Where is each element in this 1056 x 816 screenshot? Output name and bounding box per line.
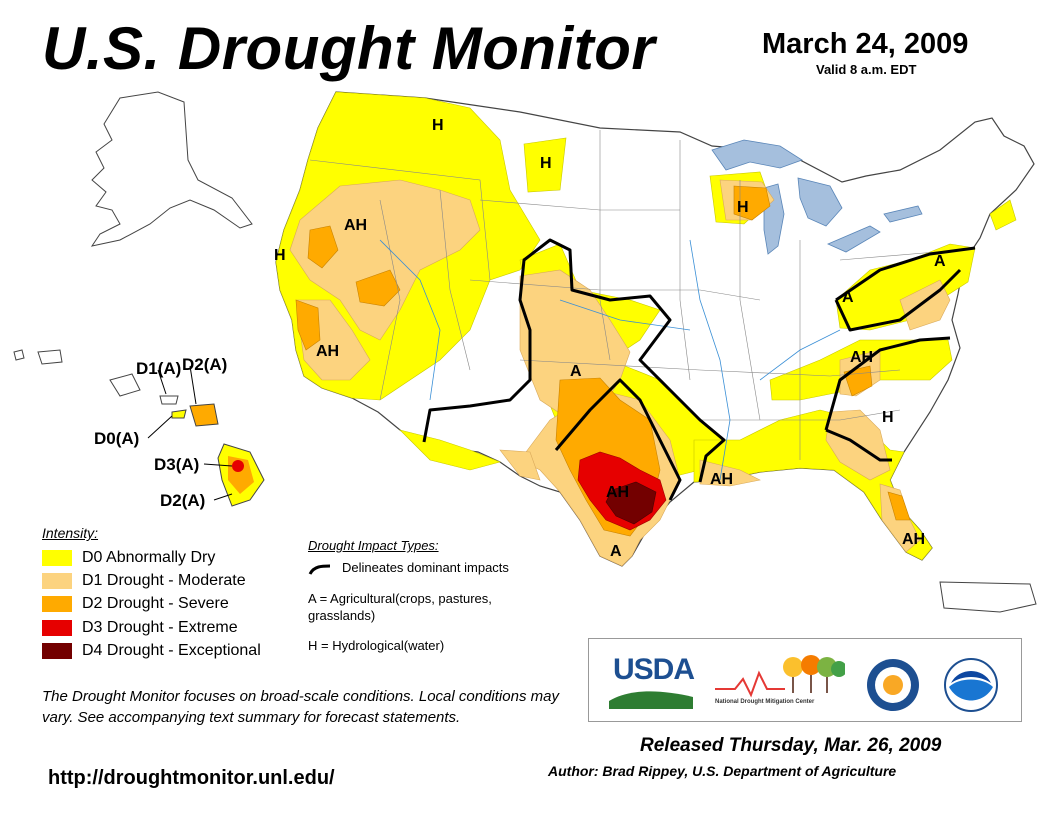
map-label-ah-3: AH xyxy=(850,349,873,366)
lake-superior xyxy=(711,139,803,171)
ndmc-logo-icon xyxy=(715,655,845,698)
d4-area xyxy=(605,481,657,525)
usda-swoosh-icon xyxy=(609,691,693,709)
map-label-h-2: H xyxy=(540,155,552,172)
map-label-ah-2: AH xyxy=(316,343,339,360)
map-date: March 24, 2009 xyxy=(762,28,969,60)
impact-lines xyxy=(422,238,976,501)
lake-huron xyxy=(797,177,843,227)
hawaii-label-d1: D1(A) xyxy=(136,359,181,378)
legend-label-d2: D2 Drought - Severe xyxy=(82,595,229,612)
map-label-h-1: H xyxy=(432,117,444,134)
map-label-a-1: A xyxy=(934,253,946,270)
legend-item-d3: D3 Drought - Extreme xyxy=(42,618,238,638)
lake-erie xyxy=(827,225,881,253)
map-label-h-3: H xyxy=(737,199,749,216)
map-label-ah-1: AH xyxy=(344,217,367,234)
hawaii-label-d0: D0(A) xyxy=(94,429,139,448)
map-label-h-4: H xyxy=(274,247,286,264)
map-label-a-2: A xyxy=(842,289,854,306)
hawaii-label-d2-big: D2(A) xyxy=(160,491,205,510)
legend-swatch-d4 xyxy=(42,643,72,659)
impact-types-title: Drought Impact Types: xyxy=(308,538,439,553)
doc-seal-icon xyxy=(867,659,919,711)
noaa-logo-icon xyxy=(944,658,998,712)
legend-item-d4: D4 Drought - Exceptional xyxy=(42,641,261,661)
legend-label-d3: D3 Drought - Extreme xyxy=(82,619,238,636)
impact-line-sample xyxy=(308,564,331,575)
usda-logo: USDA xyxy=(613,653,695,686)
legend-swatch-d1 xyxy=(42,573,72,589)
impact-agricultural: A = Agricultural(crops, pastures, grassl… xyxy=(308,591,492,623)
legend-label-d4: D4 Drought - Exceptional xyxy=(82,642,261,659)
legend-label-d1: D1 Drought - Moderate xyxy=(82,572,246,589)
author: Author: Brad Rippey, U.S. Department of … xyxy=(548,763,897,779)
map-label-ah-4: AH xyxy=(606,484,629,501)
hawaii-label-d2-maui: D2(A) xyxy=(182,355,227,374)
partner-logos: USDA National Drought Mitigation Center xyxy=(588,638,1022,722)
release-date: Released Thursday, Mar. 26, 2009 xyxy=(640,735,942,756)
legend-title: Intensity: xyxy=(42,525,99,541)
puerto-rico xyxy=(939,581,1037,613)
ndmc-label: National Drought Mitigation Center xyxy=(715,699,815,705)
legend-swatch-d0 xyxy=(42,550,72,566)
state-lines xyxy=(309,130,961,460)
legend-item-d0: D0 Abnormally Dry xyxy=(42,548,215,568)
legend-swatch-d3 xyxy=(42,620,72,636)
map-label-a-4: A xyxy=(610,543,622,560)
legend-label-d0: D0 Abnormally Dry xyxy=(82,549,216,566)
legend-item-d1: D1 Drought - Moderate xyxy=(42,571,246,591)
hawaii xyxy=(13,349,265,507)
page-title: U.S. Drought Monitor xyxy=(42,15,656,82)
alaska-outline xyxy=(90,91,253,247)
impact-hydrological: H = Hydrological(water) xyxy=(308,638,445,653)
valid-time: Valid 8 a.m. EDT xyxy=(816,62,917,77)
map-label-a-3: A xyxy=(570,363,582,380)
legend-swatch-d2 xyxy=(42,596,72,612)
impact-line-label: Delineates dominant impacts xyxy=(342,560,509,575)
hawaii-label-d3: D3(A) xyxy=(154,455,199,474)
lake-ontario xyxy=(883,205,923,223)
map-label-ah-6: AH xyxy=(902,531,925,548)
legend-item-d2: D2 Drought - Severe xyxy=(42,594,229,614)
map-label-h-5: H xyxy=(882,409,894,426)
map-label-ah-5: AH xyxy=(710,471,733,488)
website-link[interactable]: http://droughtmonitor.unl.edu/ xyxy=(48,767,335,789)
disclaimer-note: The Drought Monitor focuses on broad-sca… xyxy=(42,688,559,726)
